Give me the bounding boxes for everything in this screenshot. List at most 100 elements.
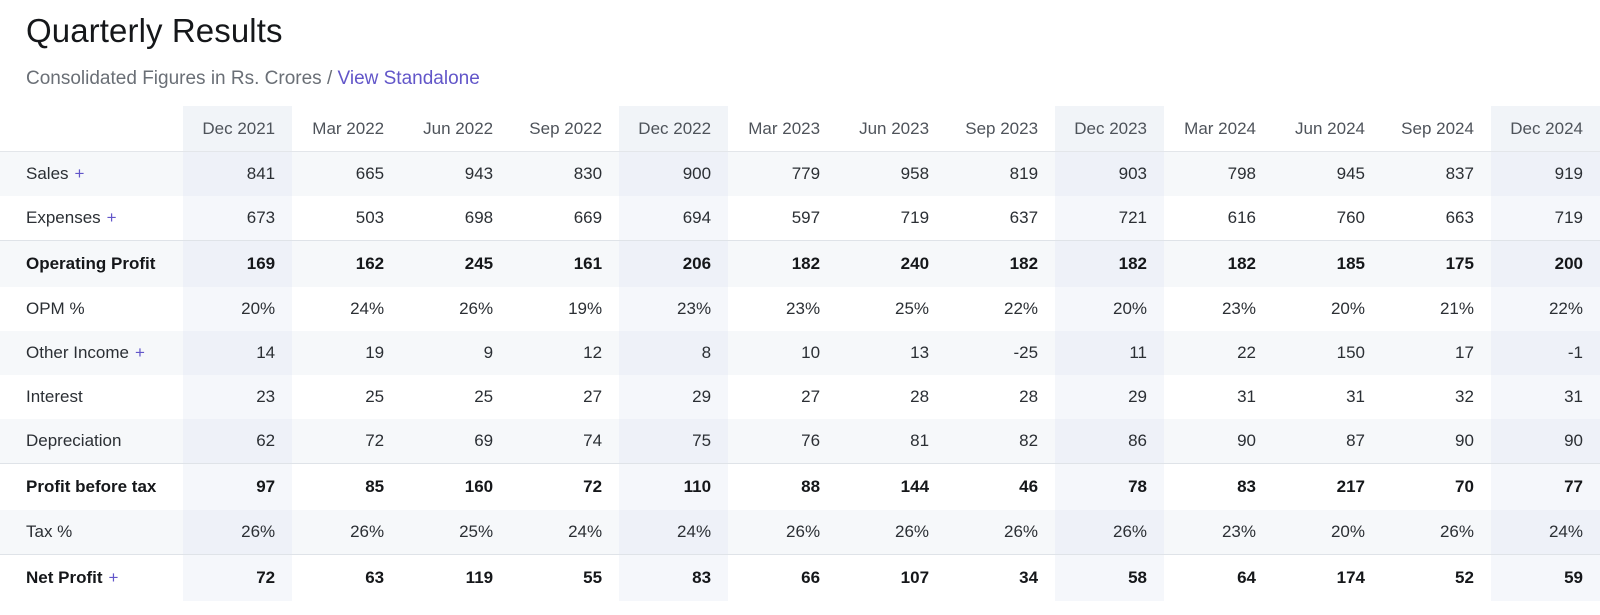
table-cell: 616 <box>1164 196 1273 241</box>
quarterly-results-table: Dec 2021 Mar 2022 Jun 2022 Sep 2022 Dec 2022… <box>0 106 1600 601</box>
table-cell: 719 <box>837 196 947 241</box>
table-row: Sales +841 665 943 830 900 779 958 819 903 798 945 8… <box>0 151 1600 196</box>
table-cell: 110 <box>619 463 729 510</box>
table-cell: 943 <box>401 151 511 196</box>
table-cell: 20% <box>1273 510 1382 555</box>
table-cell: 24% <box>619 510 729 555</box>
table-cell: 22% <box>1490 287 1600 331</box>
table-cell: 26% <box>401 287 511 331</box>
table-cell: 694 <box>619 196 729 241</box>
table-cell: 23% <box>1164 510 1273 555</box>
table-cell: 958 <box>837 151 947 196</box>
table-cell: 8 <box>619 331 729 375</box>
table-row: Tax % 26% 26% 25% 24% 24% 26% 26% 26% 26% 23% 20% 26… <box>0 510 1600 555</box>
column-header: Sep 2024 <box>1381 106 1491 152</box>
table-cell: 144 <box>837 463 947 510</box>
table-cell: 83 <box>1164 463 1273 510</box>
table-cell: 97 <box>183 463 293 510</box>
table-cell: 75 <box>619 419 729 464</box>
table-row: Expenses +673 503 698 669 694 597 719 637 721 616 7… <box>0 196 1600 241</box>
table-cell: 59 <box>1490 554 1600 601</box>
table-row: OPM % 20% 24% 26% 19% 23% 23% 25% 22% 20% 23% 20% 21… <box>0 287 1600 331</box>
table-cell: 21% <box>1381 287 1491 331</box>
row-label-text: Sales <box>26 164 69 183</box>
table-cell: 760 <box>1273 196 1382 241</box>
table-cell: 841 <box>183 151 293 196</box>
table-cell: 673 <box>183 196 293 241</box>
table-cell: 819 <box>946 151 1056 196</box>
table-cell: 17 <box>1381 331 1491 375</box>
view-standalone-link[interactable]: View Standalone <box>337 68 480 89</box>
table-cell: 32 <box>1381 375 1491 419</box>
table-cell: 24% <box>1490 510 1600 555</box>
table-cell: 185 <box>1273 240 1382 287</box>
table-cell: 26% <box>1055 510 1165 555</box>
column-header: Sep 2022 <box>510 106 620 152</box>
table-cell: 169 <box>183 240 293 287</box>
table-cell: 58 <box>1055 554 1165 601</box>
table-cell: 26% <box>292 510 402 555</box>
table-cell: 20% <box>183 287 293 331</box>
table-cell: 83 <box>619 554 729 601</box>
section-subtitle: Consolidated Figures in Rs. Crores / Vie… <box>26 68 480 90</box>
column-header: Jun 2022 <box>401 106 511 152</box>
table-cell: 64 <box>1164 554 1273 601</box>
row-label[interactable]: Expenses + <box>0 196 184 241</box>
expand-plus-icon[interactable]: + <box>74 164 85 183</box>
table-cell: 28 <box>837 375 947 419</box>
table-cell: 25% <box>401 510 511 555</box>
table-cell: 160 <box>401 463 511 510</box>
table-cell: 86 <box>1055 419 1165 464</box>
table-cell: 82 <box>946 419 1056 464</box>
table-row: Depreciation 62 72 69 74 75 76 81 82 86 90 87 90 90 <box>0 419 1600 464</box>
table-cell: 182 <box>1055 240 1165 287</box>
table-cell: 69 <box>401 419 511 464</box>
column-header: Mar 2022 <box>292 106 402 152</box>
column-header: Mar 2023 <box>728 106 838 152</box>
table-cell: 903 <box>1055 151 1165 196</box>
row-label[interactable]: Sales + <box>0 151 184 196</box>
table-cell: 182 <box>1164 240 1273 287</box>
row-label[interactable]: Net Profit + <box>0 554 184 601</box>
table-cell: 22% <box>946 287 1056 331</box>
row-label: Profit before tax <box>0 463 184 510</box>
expand-plus-icon[interactable]: + <box>108 568 119 587</box>
table-row: Operating Profit 169 162 245 161 206 182 240 182… <box>0 240 1600 287</box>
column-header: Dec 2024 <box>1490 106 1600 152</box>
expand-plus-icon[interactable]: + <box>135 343 145 362</box>
subtitle-text: Consolidated Figures in Rs. Crores / <box>26 68 338 89</box>
table-cell: 665 <box>292 151 402 196</box>
table-cell: 52 <box>1381 554 1491 601</box>
table-cell: 13 <box>837 331 947 375</box>
column-header: Jun 2023 <box>837 106 947 152</box>
row-label-text: Other Income <box>26 343 129 362</box>
table-row: Net Profit +72 63 119 55 83 66 107 34 58 64 174 52 59 <box>0 554 1600 601</box>
row-label-text: Operating Profit <box>26 254 156 273</box>
table-cell: 24% <box>292 287 402 331</box>
row-label: OPM % <box>0 287 184 331</box>
header-label-cell <box>0 106 184 152</box>
table-cell: 29 <box>619 375 729 419</box>
table-cell: 72 <box>292 419 402 464</box>
table-cell: 23% <box>728 287 838 331</box>
table-cell: 182 <box>728 240 838 287</box>
table-cell: 26% <box>837 510 947 555</box>
row-label: Tax % <box>0 510 184 555</box>
column-header: Dec 2022 <box>619 106 729 152</box>
expand-plus-icon[interactable]: + <box>106 208 117 227</box>
table-cell: 26% <box>946 510 1056 555</box>
row-label: Interest <box>0 375 184 419</box>
table-cell: 174 <box>1273 554 1382 601</box>
table-cell: 78 <box>1055 463 1165 510</box>
table-cell: 22 <box>1164 331 1273 375</box>
row-label-text: Net Profit <box>26 568 103 587</box>
table-cell: 10 <box>728 331 838 375</box>
table-cell: 77 <box>1490 463 1600 510</box>
row-label-text: Expenses <box>26 208 101 227</box>
table-cell: 779 <box>728 151 838 196</box>
table-cell: 72 <box>183 554 293 601</box>
row-label[interactable]: Other Income + <box>0 331 184 375</box>
table-cell: 29 <box>1055 375 1165 419</box>
table-cell: 119 <box>401 554 511 601</box>
